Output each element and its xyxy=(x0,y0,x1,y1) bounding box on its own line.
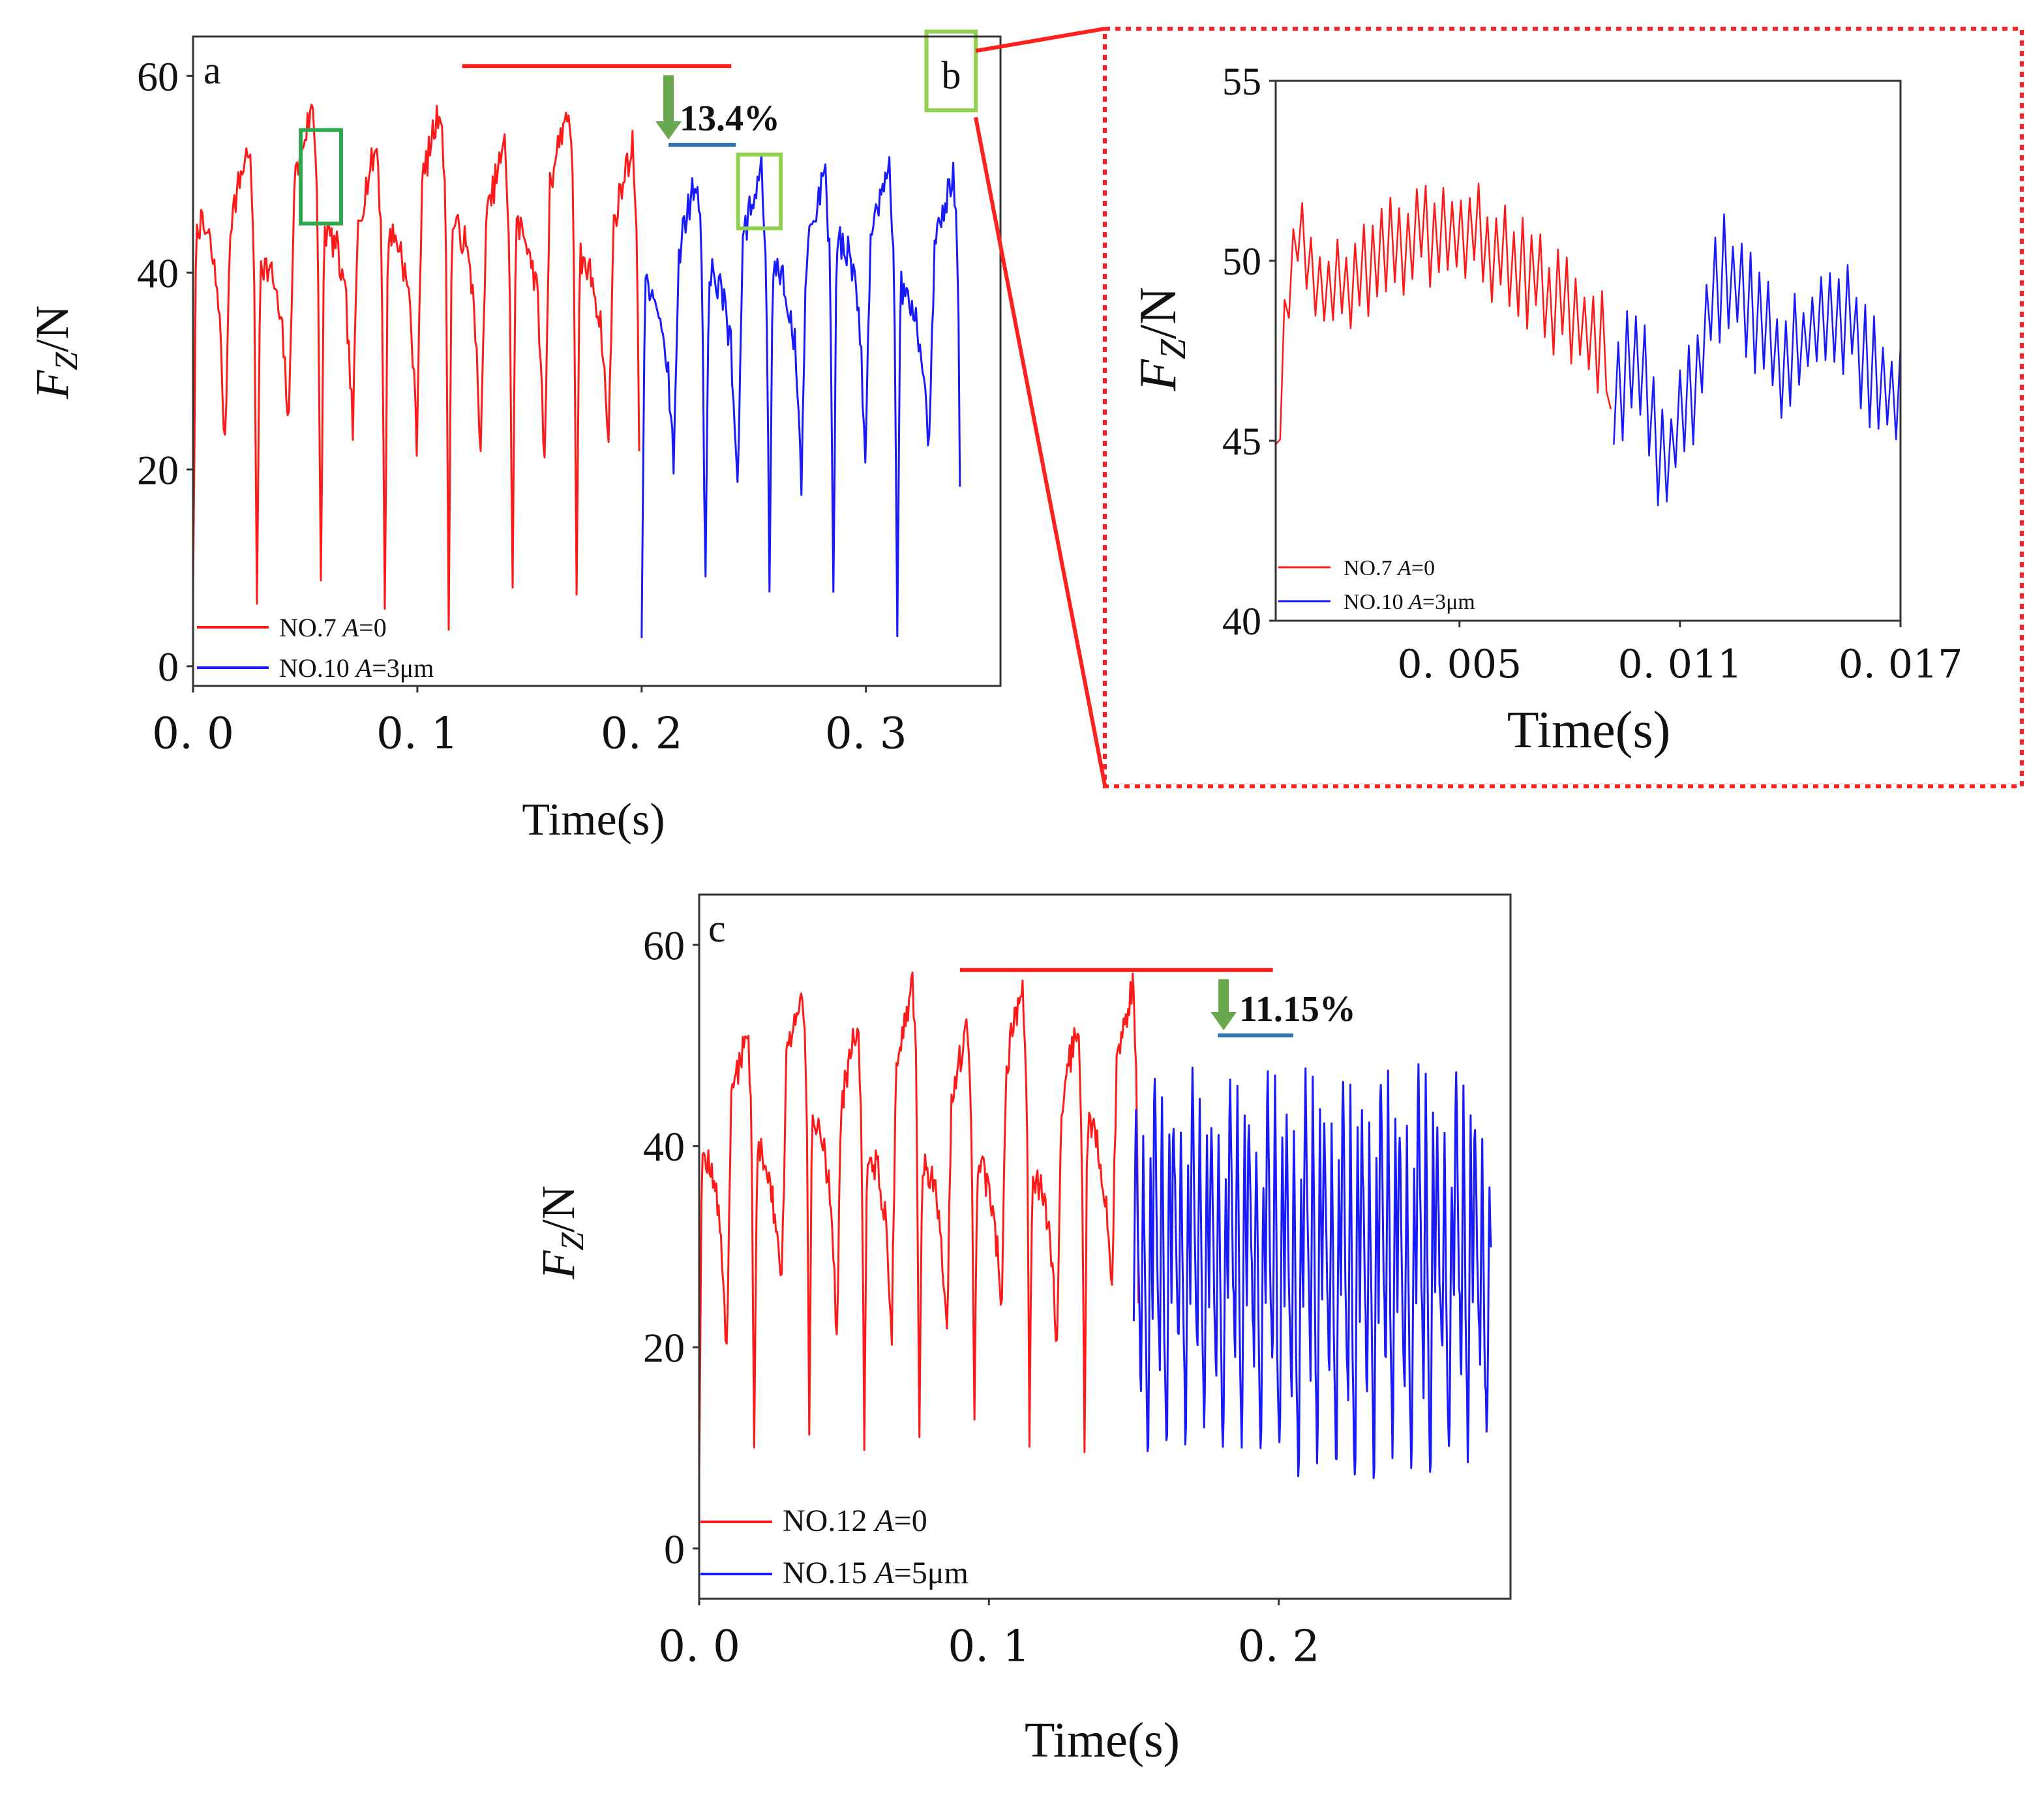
panel-c-y-axis-title: FZ/N xyxy=(532,1185,590,1280)
legend-text-no15: NO.15 A=5μm xyxy=(783,1556,969,1590)
legend-text-no7-b: NO.7 A=0 xyxy=(1344,556,1435,580)
panel-a-frame xyxy=(192,35,1002,687)
series-line-no7 xyxy=(193,103,640,631)
panel-a-y-tick-label: 40 xyxy=(137,250,179,297)
panel-c-frame xyxy=(698,893,1512,1600)
callout-line-top xyxy=(975,27,1105,53)
panel-c-chart: 0 20 40 60 0. 0 0. 1 0. 2 c 11.15% Time(s) FZ… xyxy=(532,893,1512,1768)
legend-text-no7: NO.7 A=0 xyxy=(279,613,387,642)
panel-c-reduction-label: 11.15% xyxy=(1239,989,1356,1030)
panel-b-y-tick-label: 55 xyxy=(1222,60,1261,103)
panel-c-x-tick-label: 0. 0 xyxy=(658,1622,740,1672)
panel-a-chart: b 0 20 40 60 0. 0 0. 1 0. 2 0. 3 a 13.4% Time(… xyxy=(26,29,1002,845)
series-line-no12 xyxy=(699,972,1140,1477)
highlight-box-3 xyxy=(924,29,978,113)
panel-c-y-tick-label: 20 xyxy=(643,1325,685,1371)
panel-a-x-tick-label: 0. 1 xyxy=(376,709,458,759)
panel-b-x-tick-label: 0. 017 xyxy=(1839,642,1963,687)
highlight-box-1 xyxy=(299,128,343,226)
panel-c-x-axis-title: Time(s) xyxy=(1025,1713,1180,1768)
panel-b-y-tick-label: 40 xyxy=(1222,600,1261,643)
panel-b-x-axis-title: Time(s) xyxy=(1507,702,1670,759)
panel-c-y-tick-label: 0 xyxy=(664,1526,685,1572)
panel-a-x-tick-label: 0. 2 xyxy=(601,709,683,759)
panel-a-reduction-arrow-icon xyxy=(655,75,682,140)
panel-b-legend: NO.7 A=0 NO.10 A=3μm xyxy=(1278,556,1475,614)
series-line-no10-zoom xyxy=(1613,213,1901,507)
highlight-box-2 xyxy=(736,153,783,231)
legend-text-no10-b: NO.10 A=3μm xyxy=(1344,590,1475,614)
legend-text-no12: NO.12 A=0 xyxy=(783,1504,927,1538)
panel-b-frame xyxy=(1274,80,1902,622)
panel-c-x-tick-label: 0. 2 xyxy=(1238,1622,1320,1672)
panel-b-y-tick-label: 45 xyxy=(1222,420,1261,463)
panel-a-x-tick-label: 0. 3 xyxy=(825,709,907,759)
panel-a-legend: NO.7 A=0 NO.10 A=3μm xyxy=(197,613,434,683)
panel-a-x-tick-label: 0. 0 xyxy=(152,709,234,759)
panel-a-y-tick-label: 60 xyxy=(137,53,179,100)
series-line-no10 xyxy=(640,153,961,638)
panel-c-x-tick-label: 0. 1 xyxy=(948,1622,1030,1672)
panel-a-y-tick-label: 20 xyxy=(137,447,179,493)
panel-a-y-tick-label: 0 xyxy=(158,644,179,690)
panel-a-y-axis-title: FZ/N xyxy=(26,305,84,400)
panel-b-x-tick-label: 0. 011 xyxy=(1617,642,1742,687)
panel-c-legend: NO.12 A=0 NO.15 A=5μm xyxy=(700,1504,969,1590)
panel-b-x-tick-label: 0. 005 xyxy=(1397,642,1522,687)
panel-c-y-tick-label: 40 xyxy=(643,1123,685,1170)
panel-a-label: a xyxy=(203,49,221,92)
callout-line-bottom xyxy=(974,117,1107,786)
panel-c-y-tick-label: 60 xyxy=(643,923,685,969)
series-line-no7-zoom xyxy=(1276,183,1612,445)
panel-b-dotted-callout-frame xyxy=(1103,27,2024,788)
series-line-no15 xyxy=(1132,1063,1492,1479)
panel-c-reduction-arrow-icon xyxy=(1210,979,1237,1030)
panel-a-reduction-label: 13.4% xyxy=(680,98,780,139)
highlight-box-label: b xyxy=(941,53,961,97)
panel-b-chart: 40 45 50 55 0. 005 0. 011 0. 017 Time(s) FZ/N… xyxy=(1130,60,1962,759)
panel-b-y-tick-label: 50 xyxy=(1222,240,1261,283)
panel-c-label: c xyxy=(708,907,726,950)
legend-text-no10: NO.10 A=3μm xyxy=(279,653,434,683)
panel-b-y-axis-title: FZ/N xyxy=(1130,287,1194,392)
panel-a-x-axis-title: Time(s) xyxy=(522,795,665,845)
